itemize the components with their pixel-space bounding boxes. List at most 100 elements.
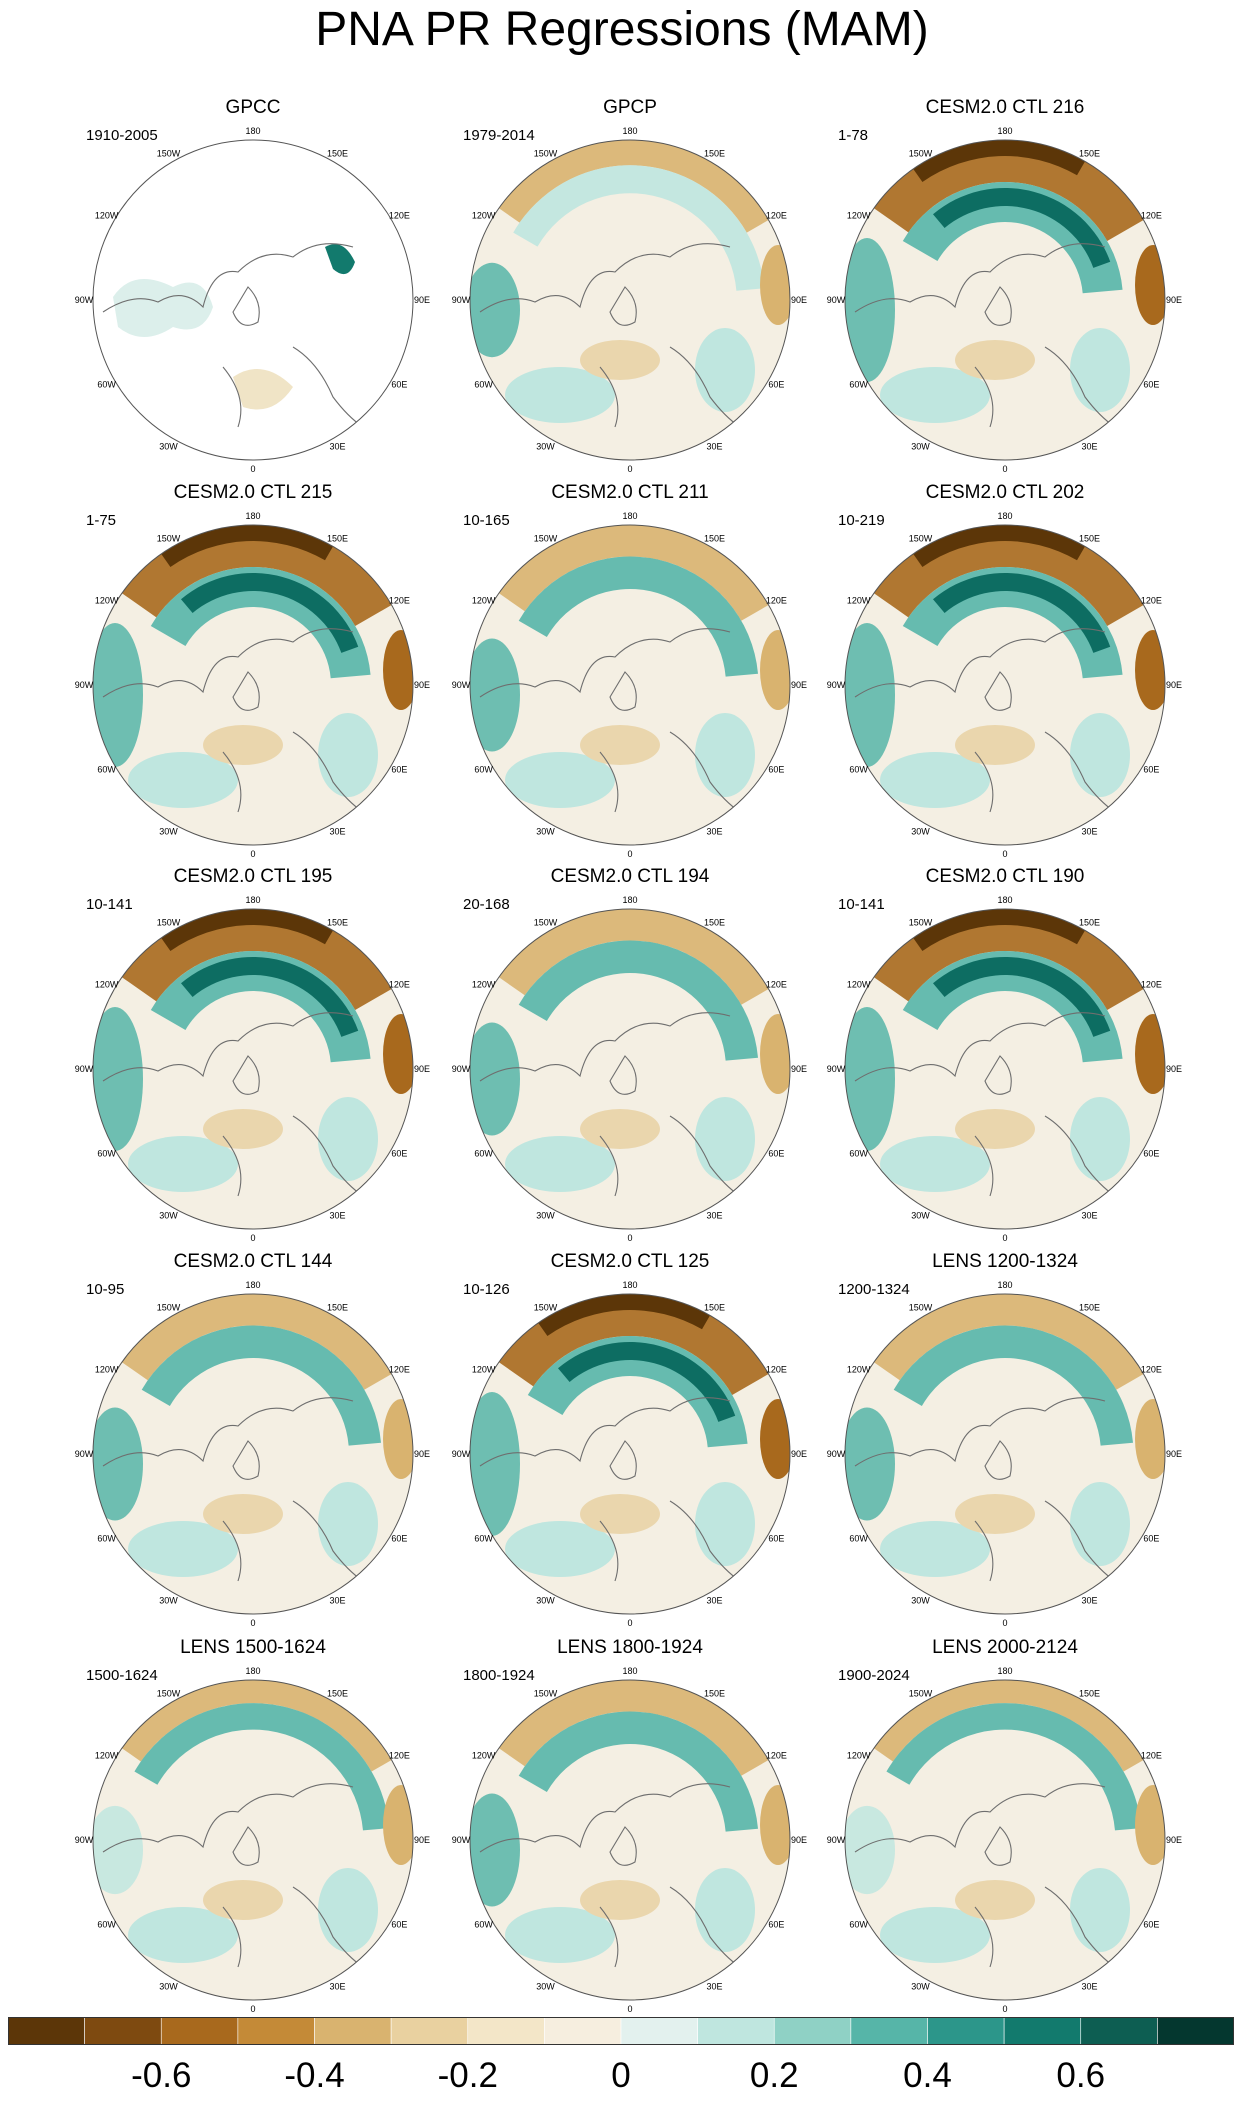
longitude-label: 30W: [159, 1595, 178, 1605]
longitude-label: 120E: [389, 596, 410, 606]
positive-anomaly: [128, 1521, 238, 1577]
negative-anomaly: [233, 369, 293, 410]
positive-anomaly: [318, 1482, 378, 1566]
positive-anomaly: [470, 1793, 520, 1907]
map-panel: CESM2.0 CTL 195 180 150E 120E 90E 60E 30E 0 30W 6…: [63, 866, 443, 1250]
negative-anomaly: [1135, 1399, 1165, 1479]
panel-title: CESM2.0 CTL 216: [925, 97, 1085, 118]
map-field: [845, 909, 1165, 1229]
longitude-label: 0: [627, 464, 632, 474]
map-field: [93, 909, 413, 1229]
longitude-label: 30E: [1081, 1981, 1097, 1991]
longitude-label: 0: [250, 2004, 255, 2014]
coastline: [102, 243, 364, 428]
colorbar-swatch: [620, 2017, 698, 2045]
panel-title: CESM2.0 CTL 144: [173, 1251, 333, 1272]
positive-anomaly: [1070, 328, 1130, 412]
colorbar-swatch: [850, 2017, 928, 2045]
colorbar-tick-label: 0.2: [749, 2056, 799, 2095]
longitude-label: 30W: [159, 441, 178, 451]
negative-anomaly: [580, 1109, 660, 1149]
positive-anomaly: [695, 1868, 755, 1952]
positive-anomaly: [933, 957, 1111, 1037]
map-field: [93, 1294, 413, 1614]
longitude-label: 60W: [474, 1149, 493, 1159]
positive-anomaly: [933, 188, 1111, 268]
longitude-label: 150W: [157, 918, 181, 928]
longitude-label: 90E: [791, 295, 807, 305]
longitude-label: 120W: [847, 211, 871, 221]
panel-period: 1900-2024: [838, 1667, 910, 1684]
coastline: [854, 628, 1116, 813]
longitude-label: 30W: [536, 441, 555, 451]
longitude-label: 150E: [327, 1689, 348, 1699]
positive-anomaly: [470, 638, 520, 752]
negative-anomaly: [760, 630, 790, 710]
longitude-label: 120E: [389, 980, 410, 990]
panel-period: 10-165: [463, 512, 510, 529]
map-panel: GPCP 180 150E 120E 90E 60E 30E 0 30W 60W 90W 120W 15…: [440, 97, 820, 481]
map-panel: CESM2.0 CTL 211 180 150E 120E 90E 60E 30E 0 30W 6…: [440, 482, 820, 866]
longitude-label: 180: [245, 895, 260, 905]
panel-title: LENS 1800-1924: [557, 1637, 703, 1658]
positive-anomaly: [845, 238, 895, 382]
longitude-label: 0: [250, 1233, 255, 1243]
colorbar-swatch: [84, 2017, 162, 2045]
longitude-label: 120E: [766, 980, 787, 990]
longitude-label: 120E: [389, 211, 410, 221]
longitude-label: 30E: [329, 1595, 345, 1605]
longitude-label: 120E: [1141, 1365, 1162, 1375]
map-panel: CESM2.0 CTL 190 180 150E 120E 90E 60E 30E 0 30W 6…: [815, 866, 1195, 1250]
longitude-label: 90W: [452, 1064, 471, 1074]
coastline: [102, 1397, 364, 1582]
negative-anomaly: [494, 140, 773, 233]
panel-title: LENS 1200-1324: [932, 1251, 1078, 1272]
longitude-label: 120W: [95, 1365, 119, 1375]
coastline: [854, 1783, 1116, 1968]
longitude-label: 120W: [847, 980, 871, 990]
longitude-label: 120E: [1141, 596, 1162, 606]
longitude-label: 150W: [534, 149, 558, 159]
longitude-label: 120E: [766, 211, 787, 221]
negative-anomaly: [1135, 1014, 1165, 1094]
colorbar-swatch: [390, 2017, 469, 2045]
longitude-label: 120W: [95, 980, 119, 990]
panel-title: CESM2.0 CTL 190: [925, 866, 1085, 887]
longitude-label: 180: [622, 1666, 637, 1676]
longitude-label: 30E: [329, 441, 345, 451]
longitude-label: 120E: [1141, 980, 1162, 990]
polar-map: 180 150E 120E 90E 60E 30E 0 30W 60W 90W 120W 150W: [452, 126, 807, 474]
longitude-label: 180: [622, 1280, 637, 1290]
map-panel: CESM2.0 CTL 216 180 150E 120E 90E 60E 30E 0 30W 6…: [815, 97, 1195, 481]
coastline: [479, 1783, 741, 1968]
panel-period: 10-95: [86, 1281, 125, 1298]
colorbar-tick-label: 0: [611, 2056, 631, 2095]
longitude-label: 150W: [157, 534, 181, 544]
positive-anomaly: [518, 940, 759, 1061]
longitude-label: 150W: [534, 918, 558, 928]
map-border: [469, 1293, 791, 1615]
positive-anomaly: [893, 1325, 1134, 1446]
positive-anomaly: [505, 1136, 615, 1192]
negative-anomaly: [117, 1680, 396, 1772]
positive-anomaly: [128, 1136, 238, 1192]
longitude-label: 90E: [414, 1064, 430, 1074]
negative-anomaly: [203, 1109, 283, 1149]
longitude-label: 150E: [704, 149, 725, 159]
longitude-label: 90W: [452, 680, 471, 690]
longitude-label: 120E: [766, 596, 787, 606]
coastline: [854, 243, 1116, 428]
map-border: [844, 139, 1166, 461]
positive-anomaly: [505, 1907, 615, 1963]
longitude-label: 120E: [1141, 211, 1162, 221]
longitude-label: 30W: [159, 1981, 178, 1991]
longitude-label: 120W: [472, 211, 496, 221]
positive-anomaly: [880, 1136, 990, 1192]
negative-anomaly: [760, 245, 790, 325]
panel-period: 10-219: [838, 512, 885, 529]
colorbar-swatch: [927, 2017, 1005, 2045]
map-border: [844, 1293, 1166, 1615]
longitude-label: 90W: [75, 1449, 94, 1459]
negative-anomaly: [955, 725, 1035, 765]
polar-map: 180 150E 120E 90E 60E 30E 0 30W 60W 90W 120W 150W: [75, 511, 430, 859]
